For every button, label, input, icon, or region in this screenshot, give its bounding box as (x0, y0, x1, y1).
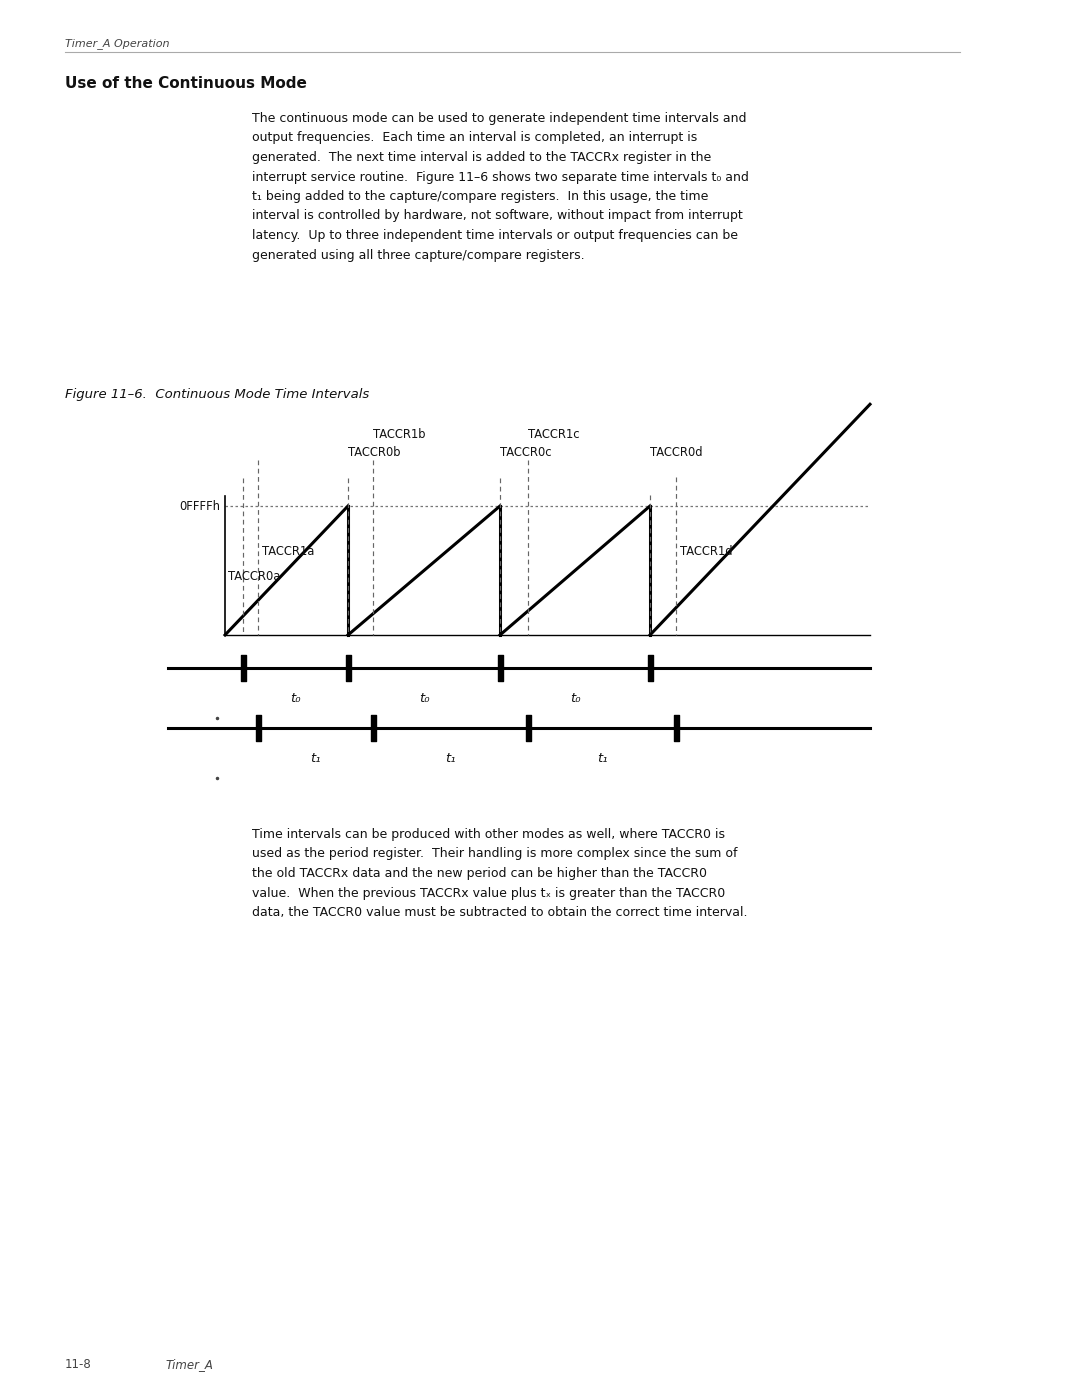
Text: t₁: t₁ (596, 752, 607, 766)
Text: data, the TACCR0 value must be subtracted to obtain the correct time interval.: data, the TACCR0 value must be subtracte… (252, 907, 747, 919)
Text: value.  When the previous TACCRx value plus tₓ is greater than the TACCR0: value. When the previous TACCRx value pl… (252, 887, 726, 900)
Text: generated.  The next time interval is added to the TACCRx register in the: generated. The next time interval is add… (252, 151, 712, 163)
Text: Use of the Continuous Mode: Use of the Continuous Mode (65, 75, 307, 91)
Text: used as the period register.  Their handling is more complex since the sum of: used as the period register. Their handl… (252, 848, 738, 861)
Text: the old TACCRx data and the new period can be higher than the TACCR0: the old TACCRx data and the new period c… (252, 868, 707, 880)
Text: interval is controlled by hardware, not software, without impact from interrupt: interval is controlled by hardware, not … (252, 210, 743, 222)
Text: TACCR1c: TACCR1c (528, 427, 580, 441)
Text: Timer_A Operation: Timer_A Operation (65, 38, 170, 49)
Text: t₁: t₁ (310, 752, 321, 766)
Text: TACCR0a: TACCR0a (228, 570, 281, 584)
Text: t₀: t₀ (291, 692, 301, 705)
Text: TACCR0b: TACCR0b (348, 446, 401, 460)
Text: TACCR0c: TACCR0c (500, 446, 552, 460)
Text: 0FFFFh: 0FFFFh (179, 500, 220, 514)
Text: 11-8: 11-8 (65, 1358, 92, 1370)
Text: generated using all three capture/compare registers.: generated using all three capture/compar… (252, 249, 584, 261)
Text: Time intervals can be produced with other modes as well, where TACCR0 is: Time intervals can be produced with othe… (252, 828, 725, 841)
Text: TACCR1b: TACCR1b (373, 427, 426, 441)
Text: t₁ being added to the capture/compare registers.  In this usage, the time: t₁ being added to the capture/compare re… (252, 190, 708, 203)
Text: TACCR1d: TACCR1d (680, 545, 732, 557)
Text: output frequencies.  Each time an interval is completed, an interrupt is: output frequencies. Each time an interva… (252, 131, 698, 144)
Text: TACCR0d: TACCR0d (650, 446, 702, 460)
Text: t₁: t₁ (445, 752, 456, 766)
Text: t₀: t₀ (419, 692, 430, 705)
Text: Timer_A: Timer_A (165, 1358, 213, 1370)
Text: Figure 11–6.  Continuous Mode Time Intervals: Figure 11–6. Continuous Mode Time Interv… (65, 388, 369, 401)
Text: latency.  Up to three independent time intervals or output frequencies can be: latency. Up to three independent time in… (252, 229, 738, 242)
Text: TACCR1a: TACCR1a (262, 545, 314, 557)
Text: The continuous mode can be used to generate independent time intervals and: The continuous mode can be used to gener… (252, 112, 746, 124)
Text: interrupt service routine.  Figure 11–6 shows two separate time intervals t₀ and: interrupt service routine. Figure 11–6 s… (252, 170, 748, 183)
Text: t₀: t₀ (569, 692, 580, 705)
